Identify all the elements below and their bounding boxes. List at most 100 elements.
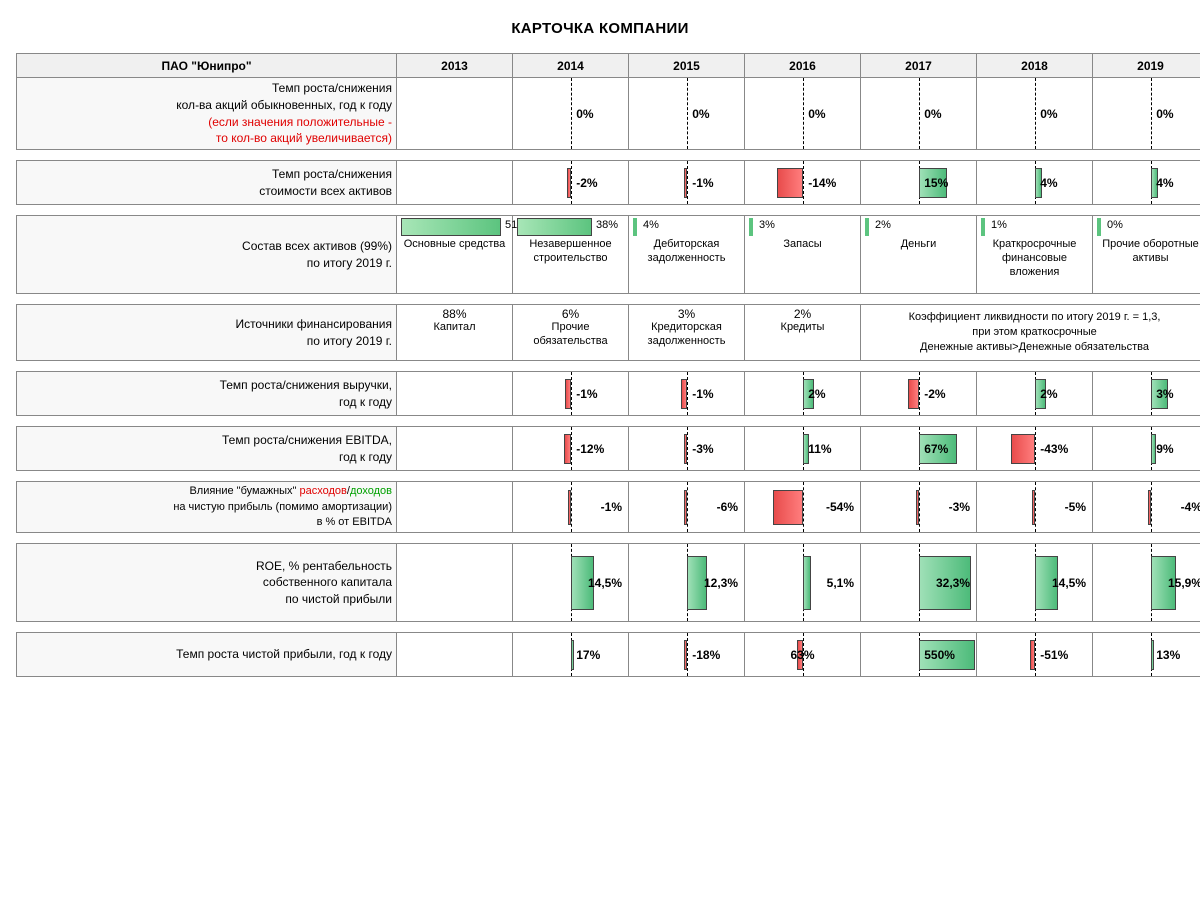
financing-cell: 2% Кредиты [745,305,861,361]
value-cell: 14,5% [977,544,1093,622]
year-header: 2016 [745,54,861,78]
cell-value: 0% [924,107,941,121]
value-cell: -18% [629,633,745,677]
value-cell: 11% [745,427,861,471]
section-r1_shares_growth: ПАО "Юнипро"2013201420152016201720182019… [16,53,1184,150]
row-table: Темп роста/снижения выручки,год к году -… [16,371,1200,416]
sections-container: ПАО "Юнипро"2013201420152016201720182019… [16,53,1184,677]
row-label: Темп роста/снижения выручки,год к году [17,372,397,416]
value-cell: 5,1% [745,544,861,622]
row-label: Темп роста чистой прибыли, год к году [17,633,397,677]
composition-cell: 2% Деньги [861,216,977,294]
cell-value: 63% [790,648,814,662]
data-row: Влияние "бумажных" расходов/доходовна чи… [17,482,1200,533]
row-label: Состав всех активов (99%)по итогу 2019 г… [17,216,397,294]
cell-value: 2% [808,387,825,401]
value-cell: -2% [513,161,629,205]
cell-value: 0% [1040,107,1057,121]
section-r9_netprofit_growth: Темп роста чистой прибыли, год к году 17… [16,632,1184,677]
section-r4_financing: Источники финансированияпо итогу 2019 г.… [16,304,1184,361]
cell-value: -3% [949,500,970,514]
composition-cell: 38% Незавершенное строительство [513,216,629,294]
data-row: Темп роста/снижения EBITDA,год к году -1… [17,427,1200,471]
cell-value: 13% [1156,648,1180,662]
composition-cell: 3% Запасы [745,216,861,294]
row-label: Темп роста/снижениястоимости всех активо… [17,161,397,205]
data-row: Темп роста/снижениякол-ва акций обыкнове… [17,78,1200,150]
cell-value: 4% [1040,176,1057,190]
value-cell: -1% [513,372,629,416]
value-cell: -2% [861,372,977,416]
year-header: 2018 [977,54,1093,78]
value-cell: 0% [861,78,977,150]
section-r5_revenue_growth: Темп роста/снижения выручки,год к году -… [16,371,1184,416]
cell-value: 550% [924,648,955,662]
value-cell: 67% [861,427,977,471]
empty-cell [397,544,513,622]
cell-value: 0% [1156,107,1173,121]
value-cell: 0% [745,78,861,150]
value-cell: 2% [977,372,1093,416]
composition-caption: Дебиторская задолженность [633,238,740,266]
financing-cell: 6% Прочие обязательства [513,305,629,361]
year-header: 2013 [397,54,513,78]
value-cell: 550% [861,633,977,677]
cell-value: -6% [717,500,738,514]
value-cell: 0% [513,78,629,150]
cell-value: 2% [1040,387,1057,401]
value-cell: 0% [977,78,1093,150]
cell-value: 0% [692,107,709,121]
empty-cell [397,78,513,150]
value-cell: -1% [629,161,745,205]
empty-cell [397,633,513,677]
value-cell: -6% [629,482,745,533]
row-table: Источники финансированияпо итогу 2019 г.… [16,304,1200,361]
year-header: 2019 [1093,54,1200,78]
value-cell: 2% [745,372,861,416]
cell-value: 0% [576,107,593,121]
cell-value: -2% [576,176,597,190]
row-table: Влияние "бумажных" расходов/доходовна чи… [16,481,1200,533]
financing-cell: 88% Капитал [397,305,513,361]
value-cell: -12% [513,427,629,471]
data-row: Состав всех активов (99%)по итогу 2019 г… [17,216,1200,294]
empty-cell [397,372,513,416]
composition-cell: 51% Основные средства [397,216,513,294]
data-row: Источники финансированияпо итогу 2019 г.… [17,305,1200,361]
data-row: Темп роста чистой прибыли, год к году 17… [17,633,1200,677]
value-cell: -1% [629,372,745,416]
cell-value: 3% [1156,387,1173,401]
value-cell: 15,9% [1093,544,1200,622]
row-table: ROE, % рентабельностьсобственного капита… [16,543,1200,622]
empty-cell [397,161,513,205]
composition-caption: Основные средства [401,238,508,252]
cell-value: -4% [1181,500,1200,514]
page-title: КАРТОЧКА КОМПАНИИ [16,20,1184,37]
cell-value: 5,1% [827,576,854,590]
composition-cell: 1% Краткросрочные финансовые вложения [977,216,1093,294]
value-cell: -51% [977,633,1093,677]
year-header: 2017 [861,54,977,78]
composition-caption: Деньги [865,238,972,252]
composition-caption: Прочие оборотные активы [1097,238,1200,266]
value-cell: 0% [629,78,745,150]
row-label: Темп роста/снижениякол-ва акций обыкнове… [17,78,397,150]
composition-cell: 0% Прочие оборотные активы [1093,216,1200,294]
cell-value: 12,3% [704,576,738,590]
value-cell: -14% [745,161,861,205]
value-cell: 9% [1093,427,1200,471]
value-cell: -1% [513,482,629,533]
value-cell: 14,5% [513,544,629,622]
value-cell: 32,3% [861,544,977,622]
company-name: ПАО "Юнипро" [17,54,397,78]
value-cell: -5% [977,482,1093,533]
section-r7_paper_costs: Влияние "бумажных" расходов/доходовна чи… [16,481,1184,533]
cell-value: -2% [924,387,945,401]
composition-caption: Незавершенное строительство [517,238,624,266]
cell-value: -18% [692,648,720,662]
value-cell: 12,3% [629,544,745,622]
value-cell: -4% [1093,482,1200,533]
liquidity-note: Коэффициент ликвидности по итогу 2019 г.… [861,305,1200,361]
year-header: 2015 [629,54,745,78]
row-table: Темп роста/снижениястоимости всех активо… [16,160,1200,205]
